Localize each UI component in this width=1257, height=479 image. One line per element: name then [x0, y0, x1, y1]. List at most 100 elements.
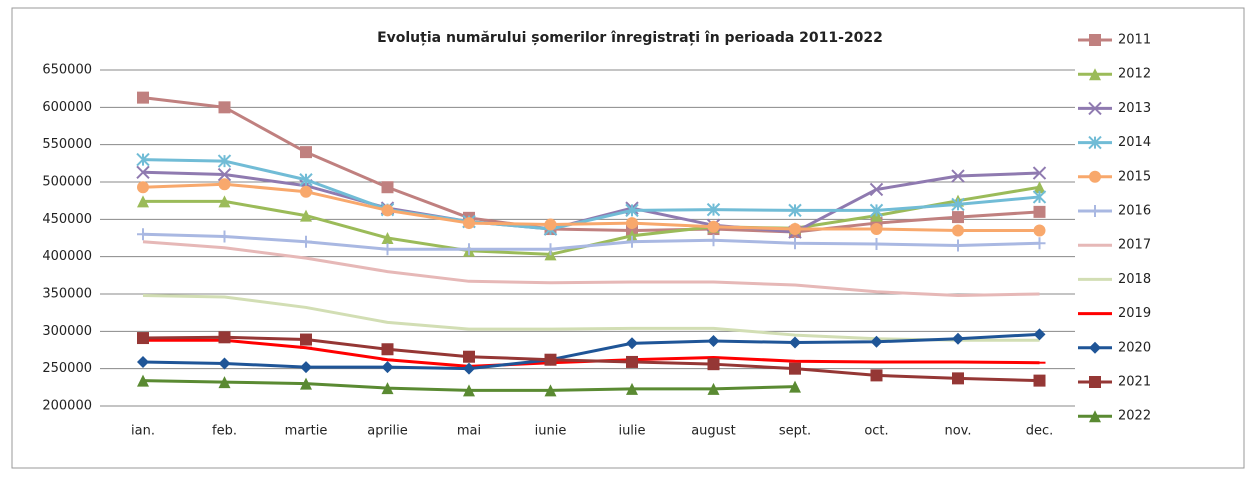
marker — [952, 332, 964, 345]
marker — [381, 232, 394, 244]
chart-title: Evoluția numărului șomerilor înregistraț… — [377, 30, 883, 46]
marker — [137, 195, 149, 208]
marker — [707, 220, 720, 233]
y-tick-label: 300000 — [42, 324, 92, 339]
marker — [218, 195, 231, 208]
series-line — [142, 96, 1040, 234]
legend-label: 2022 — [1118, 409, 1151, 424]
marker — [300, 146, 312, 159]
legend-marker — [1089, 376, 1101, 388]
legend-marker — [1089, 205, 1101, 217]
marker — [789, 380, 801, 393]
marker — [217, 154, 232, 168]
series-line — [142, 240, 1040, 297]
marker — [300, 333, 312, 346]
x-tick-label: martie — [285, 424, 328, 439]
series-line — [142, 158, 1040, 231]
marker — [870, 369, 883, 382]
marker — [137, 374, 149, 387]
marker — [218, 230, 231, 243]
x-tick-label: dec. — [1026, 424, 1054, 439]
marker — [137, 91, 149, 104]
legend-label: 2016 — [1118, 204, 1151, 219]
legend-label: 2013 — [1118, 101, 1151, 116]
marker — [300, 209, 312, 222]
legend-label: 2011 — [1118, 33, 1151, 48]
marker — [1033, 224, 1046, 237]
marker — [1032, 166, 1047, 180]
marker — [707, 358, 720, 371]
marker — [870, 335, 883, 348]
marker — [544, 353, 557, 366]
marker — [788, 203, 802, 218]
marker — [789, 223, 801, 236]
marker — [789, 336, 801, 349]
marker — [626, 355, 638, 368]
marker — [381, 204, 394, 217]
y-tick-label: 250000 — [42, 361, 92, 376]
marker — [381, 343, 394, 356]
marker — [218, 331, 231, 344]
marker — [463, 350, 475, 363]
marker — [137, 355, 149, 368]
marker — [544, 384, 557, 397]
legend-label: 2020 — [1118, 340, 1151, 355]
series-line — [142, 182, 1040, 233]
legend-marker — [1089, 410, 1101, 423]
x-tick-label: iulie — [618, 424, 645, 439]
marker — [870, 237, 883, 250]
marker — [300, 361, 312, 374]
x-tick-label: sept. — [779, 424, 811, 439]
marker — [218, 178, 231, 191]
marker — [136, 165, 150, 180]
y-tick-label: 350000 — [42, 287, 92, 302]
x-tick-label: iunie — [535, 424, 567, 439]
legend-label: 2012 — [1118, 67, 1151, 82]
x-tick-label: mai — [457, 424, 481, 439]
y-tick-label: 200000 — [42, 399, 92, 414]
y-tick-label: 550000 — [42, 137, 92, 152]
x-tick-label: nov. — [944, 424, 971, 439]
series-line — [142, 232, 1040, 251]
marker — [625, 203, 639, 218]
marker — [1033, 328, 1046, 341]
marker — [300, 235, 312, 248]
y-tick-label: 450000 — [42, 212, 92, 227]
marker — [869, 182, 884, 197]
legend-marker — [1088, 135, 1102, 150]
x-tick-label: oct. — [864, 424, 888, 439]
legend-marker — [1089, 341, 1101, 354]
x-tick-label: aprilie — [367, 424, 407, 439]
marker — [544, 243, 557, 256]
x-tick-label: ian. — [131, 424, 155, 439]
marker — [300, 185, 312, 198]
series-line — [142, 335, 1040, 383]
marker — [218, 357, 231, 370]
marker — [870, 223, 883, 236]
marker — [626, 235, 638, 248]
marker — [707, 382, 720, 395]
marker — [1033, 237, 1046, 250]
marker — [951, 169, 965, 183]
marker — [381, 382, 394, 395]
marker — [789, 237, 801, 250]
y-tick-label: 500000 — [42, 175, 92, 190]
marker — [137, 181, 149, 194]
marker — [381, 181, 394, 194]
legend-marker — [1088, 101, 1102, 116]
marker — [626, 337, 638, 350]
legend-label: 2021 — [1118, 375, 1151, 390]
marker — [463, 384, 475, 397]
marker — [789, 362, 801, 375]
series-line — [142, 293, 1040, 342]
legend-marker — [1089, 170, 1101, 183]
marker — [137, 332, 149, 345]
y-tick-label: 650000 — [42, 63, 92, 78]
marker — [952, 372, 964, 385]
legend-label: 2015 — [1118, 169, 1151, 184]
legend-label: 2018 — [1118, 272, 1151, 287]
legend-label: 2017 — [1118, 238, 1151, 253]
x-tick-label: feb. — [212, 424, 237, 439]
marker — [463, 217, 475, 230]
